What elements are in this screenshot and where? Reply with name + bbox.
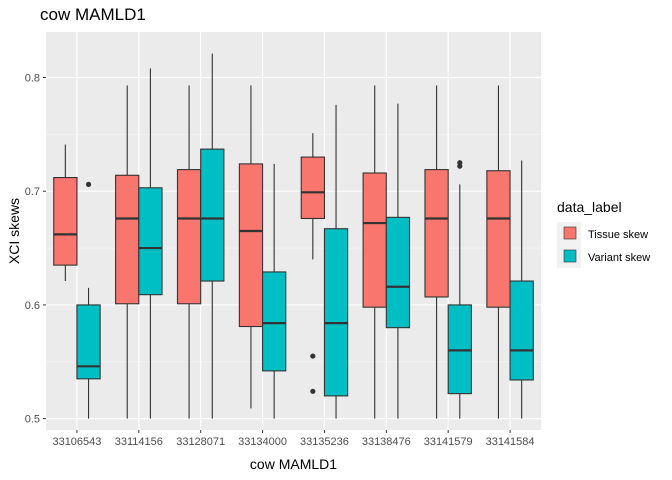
box-iqr [176,169,202,305]
x-tick-label: 33114156 [115,436,163,448]
x-tick-label: 33141584 [486,436,535,448]
box-iqr [115,174,140,305]
box-iqr [200,148,225,282]
box-iqr [76,304,101,380]
box-iqr [509,280,534,381]
x-tick-label: 33141579 [424,436,473,448]
outlier-point [310,388,316,394]
x-tick-label: 33134000 [238,436,287,448]
box-iqr [323,228,349,397]
box-variant-skew [76,181,101,419]
legend-title: data_label [557,199,622,215]
box-iqr [262,271,287,372]
box-layer [53,53,534,419]
x-tick-label: 33138476 [362,436,411,448]
box-variant-skew [385,103,411,419]
y-tick-label: 0.5 [25,414,40,426]
box-tissue-skew [53,144,78,282]
box-tissue-skew [424,85,449,419]
outlier-point [310,353,316,359]
x-tick-label: 33106543 [52,436,101,448]
y-tick-label: 0.8 [25,72,40,84]
box-tissue-skew [115,85,140,419]
legend-label-variant-skew: Variant skew [588,252,650,264]
box-iqr [138,187,163,296]
y-tick-label: 0.6 [25,300,40,312]
y-axis-title: XCI skews [6,198,22,264]
box-tissue-skew [486,85,511,419]
outlier-point [457,160,463,166]
box-variant-skew [262,163,287,419]
x-axis-ticks: 33106543 33114156 33128071 33134000 33135236… [52,430,535,448]
box-variant-skew [138,68,163,419]
legend-item-variant-skew: Variant skew [557,245,650,268]
box-tissue-skew [300,133,325,394]
y-tick-label: 0.7 [25,186,40,198]
box-iqr [424,169,449,298]
box-variant-skew [200,53,225,419]
box-iqr [362,172,387,308]
legend-label-tissue-skew: Tissue skew [588,229,648,241]
legend: data_label Tissue skew Variant skew [557,199,650,268]
box-iqr [53,177,78,266]
y-axis-ticks: 0.5 0.6 0.7 0.8 [25,72,46,426]
x-tick-label: 33135236 [300,436,349,448]
outlier-point [85,181,92,187]
box-variant-skew [323,104,349,419]
box-tissue-skew [238,85,264,409]
box-iqr [300,156,325,220]
x-axis-title: cow MAMLD1 [250,456,337,472]
chart-title: cow MAMLD1 [40,5,146,24]
legend-swatch-variant-skew [563,249,577,263]
box-iqr [385,216,411,329]
legend-swatch-tissue-skew [563,226,577,240]
legend-item-tissue-skew: Tissue skew [557,222,648,245]
box-iqr [447,304,472,395]
box-tissue-skew [176,85,202,419]
box-iqr [238,163,264,328]
x-tick-label: 33128071 [176,436,225,448]
box-iqr [486,170,511,308]
box-variant-skew [447,160,472,419]
box-variant-skew [509,160,534,419]
